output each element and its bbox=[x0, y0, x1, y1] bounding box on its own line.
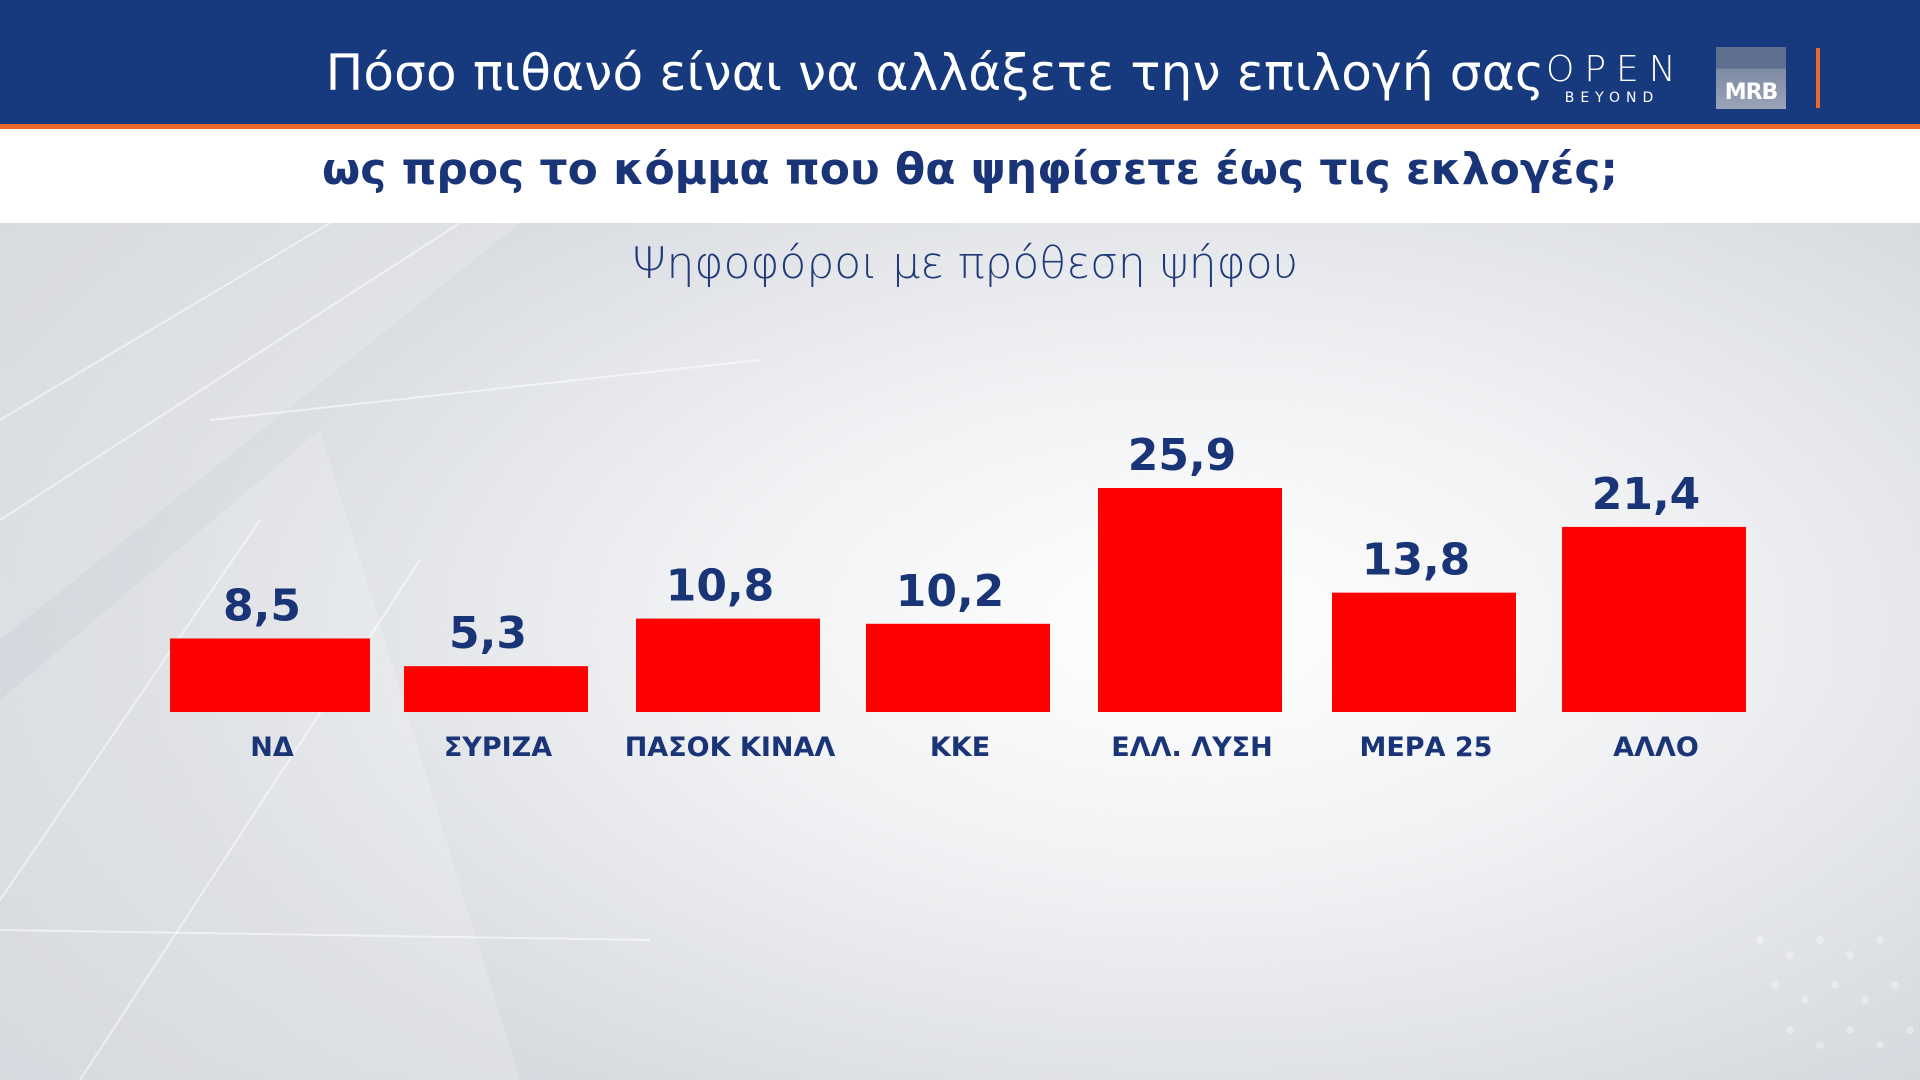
mrb-logo-text: MRB bbox=[1724, 80, 1779, 105]
open-beyond-logo: OPEN BEYOND bbox=[1546, 50, 1678, 112]
bar-value-label-4: 25,9 bbox=[1128, 430, 1237, 481]
question-text: ως προς το κόμμα που θα ψηφίσετε έως τις… bbox=[321, 144, 1619, 195]
category-label-3: ΚΚΕ bbox=[930, 732, 990, 763]
bar-0 bbox=[170, 638, 370, 712]
bar-value-label-6: 21,4 bbox=[1592, 469, 1701, 520]
category-label-0: ΝΔ bbox=[250, 732, 294, 763]
bar-6 bbox=[1562, 526, 1746, 712]
category-label-1: ΣΥΡΙΖΑ bbox=[444, 732, 552, 763]
category-label-2: ΠΑΣΟΚ ΚΙΝΑΛ bbox=[625, 732, 836, 763]
bar-value-label-2: 10,8 bbox=[666, 561, 775, 612]
question-band bbox=[0, 129, 1920, 223]
category-label-4: ΕΛΛ. ΛΥΣΗ bbox=[1111, 732, 1272, 763]
bar-5 bbox=[1332, 592, 1516, 712]
open-logo-wordmark: OPEN bbox=[1546, 49, 1686, 90]
category-label-6: ΑΛΛΟ bbox=[1613, 732, 1699, 763]
mrb-logo: MRB bbox=[1716, 47, 1786, 109]
chart-title: Ψηφοφόροι με πρόθεση ψήφου bbox=[631, 238, 1299, 289]
bar-value-label-5: 13,8 bbox=[1362, 535, 1471, 586]
bar-value-label-0: 8,5 bbox=[223, 580, 301, 631]
header-divider-tick bbox=[1816, 48, 1820, 108]
page-title: Πόσο πιθανό είναι να αλλάξετε την επιλογ… bbox=[325, 44, 1545, 102]
bar-2 bbox=[636, 618, 820, 712]
header-accent-line bbox=[0, 124, 1920, 129]
category-label-5: ΜΕΡΑ 25 bbox=[1360, 732, 1493, 763]
open-logo-subtext: BEYOND bbox=[1564, 90, 1660, 106]
bar-value-label-1: 5,3 bbox=[449, 608, 527, 659]
bar-3 bbox=[866, 623, 1050, 712]
bar-value-label-3: 10,2 bbox=[896, 566, 1005, 617]
bar-4 bbox=[1098, 488, 1282, 712]
bar-1 bbox=[404, 666, 588, 712]
header-band bbox=[0, 0, 1920, 124]
